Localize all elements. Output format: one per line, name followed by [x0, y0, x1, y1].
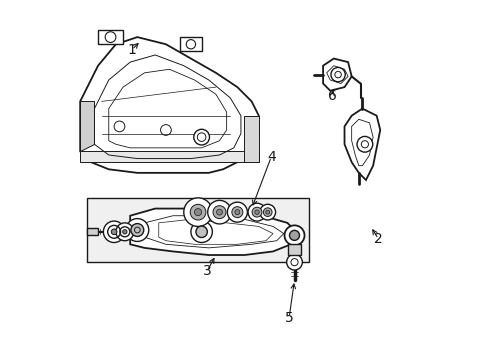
Circle shape: [234, 210, 240, 215]
Circle shape: [207, 201, 231, 224]
Circle shape: [103, 221, 124, 243]
Polygon shape: [180, 37, 201, 51]
Text: 3: 3: [202, 264, 211, 278]
Circle shape: [190, 221, 212, 243]
Circle shape: [247, 203, 265, 221]
Circle shape: [183, 198, 212, 226]
Circle shape: [216, 209, 222, 215]
Circle shape: [111, 229, 117, 235]
Polygon shape: [323, 59, 351, 91]
Circle shape: [289, 230, 299, 240]
Polygon shape: [344, 109, 380, 180]
Circle shape: [193, 129, 209, 145]
Circle shape: [122, 230, 127, 234]
Circle shape: [284, 225, 304, 246]
Polygon shape: [80, 37, 258, 173]
Circle shape: [252, 207, 262, 217]
Circle shape: [190, 204, 205, 220]
Polygon shape: [98, 30, 123, 44]
Circle shape: [131, 224, 143, 237]
Circle shape: [231, 207, 243, 218]
Circle shape: [254, 210, 259, 215]
Circle shape: [286, 254, 302, 270]
Circle shape: [265, 210, 269, 214]
Circle shape: [330, 67, 345, 82]
Polygon shape: [80, 102, 94, 152]
Circle shape: [227, 202, 247, 222]
Text: 2: 2: [373, 232, 382, 246]
Polygon shape: [87, 228, 98, 235]
Circle shape: [356, 136, 372, 152]
Text: 6: 6: [327, 89, 336, 103]
Text: 5: 5: [284, 311, 293, 324]
Circle shape: [263, 208, 271, 216]
Circle shape: [116, 223, 134, 241]
Polygon shape: [244, 116, 258, 162]
Text: 4: 4: [266, 150, 275, 164]
Circle shape: [125, 219, 148, 242]
Circle shape: [194, 208, 201, 216]
Text: 1: 1: [127, 42, 136, 57]
Polygon shape: [87, 198, 308, 262]
Polygon shape: [80, 152, 258, 162]
Circle shape: [259, 204, 275, 220]
Circle shape: [213, 206, 225, 219]
Polygon shape: [287, 244, 300, 255]
Polygon shape: [130, 208, 298, 255]
Circle shape: [196, 226, 207, 238]
